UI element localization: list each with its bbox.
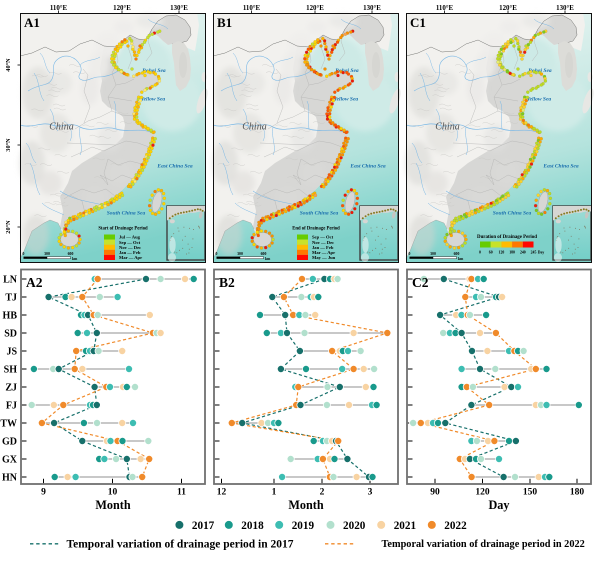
svg-text:Nov — Dec: Nov — Dec <box>312 240 334 245</box>
svg-text:Jul — Aug: Jul — Aug <box>119 235 141 240</box>
svg-text:120°E: 120°E <box>499 5 517 12</box>
svg-text:GD: GD <box>2 437 17 448</box>
svg-text:130°E: 130°E <box>556 5 574 12</box>
svg-text:Jan — Feb: Jan — Feb <box>119 250 141 255</box>
svg-text:SD: SD <box>4 329 17 340</box>
svg-text:C2: C2 <box>412 275 429 290</box>
svg-text:B1: B1 <box>217 15 232 30</box>
svg-text:120°E: 120°E <box>306 5 324 12</box>
svg-text:110°E: 110°E <box>436 5 454 12</box>
svg-text:40°N: 40°N <box>5 58 12 72</box>
svg-text:Temporal variation of drainage: Temporal variation of drainage period in… <box>382 539 585 550</box>
svg-text:245: 245 <box>531 251 537 255</box>
svg-text:Day: Day <box>538 251 545 255</box>
svg-text:End of Drainage Period: End of Drainage Period <box>292 227 340 232</box>
svg-text:Start of Drainage Period: Start of Drainage Period <box>98 227 148 232</box>
svg-text:Day: Day <box>489 498 510 512</box>
svg-text:JS: JS <box>6 347 17 358</box>
svg-text:Duration of Drainage Period: Duration of Drainage Period <box>477 235 537 240</box>
svg-text:2020: 2020 <box>343 520 366 532</box>
svg-text:30°N: 30°N <box>5 138 12 152</box>
svg-text:120: 120 <box>475 488 490 498</box>
svg-text:TJ: TJ <box>5 293 17 304</box>
svg-text:HB: HB <box>3 311 18 322</box>
svg-text:Temporal variation of drainage: Temporal variation of drainage period in… <box>67 539 294 551</box>
svg-text:C1: C1 <box>410 15 426 30</box>
svg-text:FJ: FJ <box>6 401 17 412</box>
svg-text:90: 90 <box>430 488 440 498</box>
svg-text:130°E: 130°E <box>170 5 188 12</box>
svg-text:A1: A1 <box>24 15 40 30</box>
svg-text:130°E: 130°E <box>363 5 381 12</box>
svg-text:60: 60 <box>489 251 493 255</box>
svg-text:ZJ: ZJ <box>5 383 17 394</box>
svg-text:Sep — Oct: Sep — Oct <box>312 235 334 240</box>
svg-text:Jan — Feb: Jan — Feb <box>312 245 334 250</box>
svg-text:Nov — Dec: Nov — Dec <box>119 245 141 250</box>
svg-text:110°E: 110°E <box>243 5 261 12</box>
svg-text:2022: 2022 <box>444 520 467 532</box>
svg-text:2: 2 <box>320 488 325 498</box>
svg-text:11: 11 <box>177 488 186 498</box>
svg-text:A2: A2 <box>26 275 43 290</box>
svg-text:2017: 2017 <box>192 520 215 532</box>
svg-text:Sep — Oct: Sep — Oct <box>119 240 141 245</box>
svg-text:240: 240 <box>520 251 526 255</box>
svg-text:GX: GX <box>2 455 18 466</box>
svg-text:May — Jun: May — Jun <box>312 255 336 260</box>
svg-text:120°E: 120°E <box>113 5 131 12</box>
svg-text:180: 180 <box>509 251 515 255</box>
svg-text:B2: B2 <box>219 275 235 290</box>
svg-text:12: 12 <box>217 488 227 498</box>
svg-text:10: 10 <box>108 488 118 498</box>
svg-text:150: 150 <box>523 488 538 498</box>
svg-text:TW: TW <box>0 419 17 430</box>
svg-text:Month: Month <box>288 498 323 512</box>
svg-text:HN: HN <box>2 473 18 484</box>
svg-text:Month: Month <box>95 498 130 512</box>
svg-text:LN: LN <box>3 275 18 286</box>
svg-text:2021: 2021 <box>394 520 417 532</box>
svg-text:180: 180 <box>570 488 585 498</box>
svg-text:20°N: 20°N <box>5 220 12 234</box>
svg-text:Mar — Apr: Mar — Apr <box>312 250 335 255</box>
svg-text:120: 120 <box>499 251 505 255</box>
svg-text:1: 1 <box>272 488 277 498</box>
svg-text:3: 3 <box>368 488 373 498</box>
svg-text:9: 9 <box>41 488 46 498</box>
svg-text:0: 0 <box>479 251 481 255</box>
svg-text:Mar — Apr: Mar — Apr <box>119 255 142 260</box>
svg-text:SH: SH <box>4 365 18 376</box>
svg-text:2018: 2018 <box>241 520 264 532</box>
svg-text:2019: 2019 <box>292 520 315 532</box>
svg-text:110°E: 110°E <box>50 5 68 12</box>
